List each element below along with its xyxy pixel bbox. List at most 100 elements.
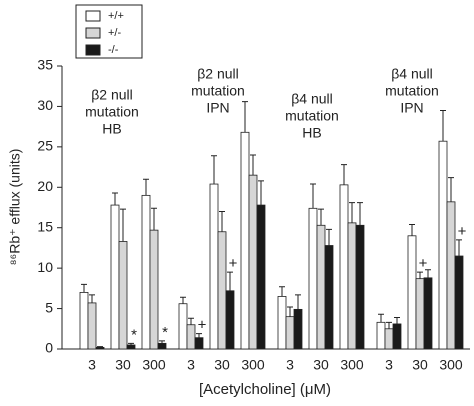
panel-title: mutation xyxy=(85,104,139,120)
error-bar xyxy=(378,313,384,323)
y-tick-label: 25 xyxy=(37,138,53,154)
error-bar xyxy=(386,321,392,329)
panel-title: β2 null xyxy=(197,66,239,82)
bar xyxy=(209,183,219,350)
panel-title: β4 null xyxy=(391,66,433,82)
error-bar xyxy=(295,294,301,310)
x-tick-label: 30 xyxy=(313,357,329,373)
panel-title: mutation xyxy=(191,83,245,99)
bar xyxy=(79,291,89,350)
bar xyxy=(446,201,456,350)
x-tick-label: 3 xyxy=(286,357,294,373)
error-bar xyxy=(159,340,165,344)
error-bar xyxy=(349,202,355,223)
error-bar xyxy=(326,228,332,246)
y-tick-label: 0 xyxy=(45,340,53,356)
y-axis-label: ⁸⁶Rb⁺ efflux (units) xyxy=(7,149,23,266)
error-bar xyxy=(287,306,293,317)
error-bar xyxy=(128,342,134,345)
error-bar xyxy=(143,178,149,196)
x-tick-label: 30 xyxy=(115,357,131,373)
error-bar xyxy=(357,202,363,226)
bar xyxy=(248,174,258,350)
bar xyxy=(225,290,235,350)
error-bar xyxy=(456,239,462,257)
error-bar xyxy=(227,271,233,291)
bar xyxy=(95,346,105,350)
bar xyxy=(355,224,365,350)
bar xyxy=(87,302,97,350)
bar xyxy=(178,303,188,350)
annotation: + xyxy=(458,223,467,240)
error-bar xyxy=(188,317,194,325)
error-bar xyxy=(120,208,126,242)
x-tick-label: 300 xyxy=(142,357,166,373)
bar xyxy=(240,131,250,350)
bar xyxy=(217,231,227,350)
bar xyxy=(186,324,196,350)
annotation: + xyxy=(198,317,207,334)
x-tick-label: 30 xyxy=(214,357,230,373)
panel-title: mutation xyxy=(285,108,339,124)
x-tick-label: 300 xyxy=(340,357,364,373)
error-bar xyxy=(394,316,400,324)
bar xyxy=(110,204,120,350)
bar xyxy=(415,278,425,350)
panel-title: IPN xyxy=(400,100,423,116)
error-bar xyxy=(310,183,316,209)
x-tick-label: 3 xyxy=(187,357,195,373)
panel-title: β4 null xyxy=(291,91,333,107)
error-bar xyxy=(97,346,103,348)
bar xyxy=(407,235,417,350)
error-bar xyxy=(440,109,446,142)
error-bar xyxy=(448,177,454,202)
bar xyxy=(277,296,287,350)
legend-swatch xyxy=(85,27,101,39)
error-bar xyxy=(81,283,87,293)
annotation: * xyxy=(162,324,168,341)
error-bar xyxy=(258,180,264,206)
error-bar xyxy=(180,296,186,304)
panel-title: HB xyxy=(302,125,321,141)
annotation: * xyxy=(131,326,137,343)
annotation: + xyxy=(419,255,428,272)
y-tick-label: 35 xyxy=(37,57,53,73)
y-tick-label: 5 xyxy=(45,299,53,315)
x-tick-label: 30 xyxy=(412,357,428,373)
bar xyxy=(118,241,128,350)
x-tick-label: 3 xyxy=(385,357,393,373)
y-tick-label: 15 xyxy=(37,218,53,234)
bar xyxy=(316,224,326,350)
error-bar xyxy=(89,294,95,303)
legend-swatch xyxy=(85,10,101,22)
error-bar xyxy=(417,271,423,279)
error-bar xyxy=(211,155,217,185)
bar xyxy=(384,328,394,350)
bar xyxy=(149,229,159,350)
error-bar xyxy=(425,269,431,278)
panel-title: mutation xyxy=(385,83,439,99)
x-tick-label: 300 xyxy=(241,357,265,373)
x-axis-label: [Acetylcholine] (μM) xyxy=(199,381,331,398)
bar xyxy=(285,316,295,350)
bar xyxy=(308,207,318,350)
legend-label: -/- xyxy=(108,44,119,56)
error-bar xyxy=(196,333,202,338)
panel-title: IPN xyxy=(206,100,229,116)
error-bar xyxy=(341,164,347,185)
panel-title: β2 null xyxy=(91,87,133,103)
x-tick-label: 300 xyxy=(439,357,463,373)
bar xyxy=(392,323,402,350)
error-bar xyxy=(279,286,285,297)
error-bar xyxy=(219,211,225,232)
panel-title: HB xyxy=(102,121,121,137)
error-bar xyxy=(242,101,248,133)
bar xyxy=(438,140,448,350)
annotation: + xyxy=(229,255,238,272)
bar xyxy=(347,222,357,350)
bar xyxy=(194,337,204,350)
error-bar xyxy=(112,192,118,206)
bar xyxy=(256,204,266,350)
legend-swatch xyxy=(85,44,101,56)
